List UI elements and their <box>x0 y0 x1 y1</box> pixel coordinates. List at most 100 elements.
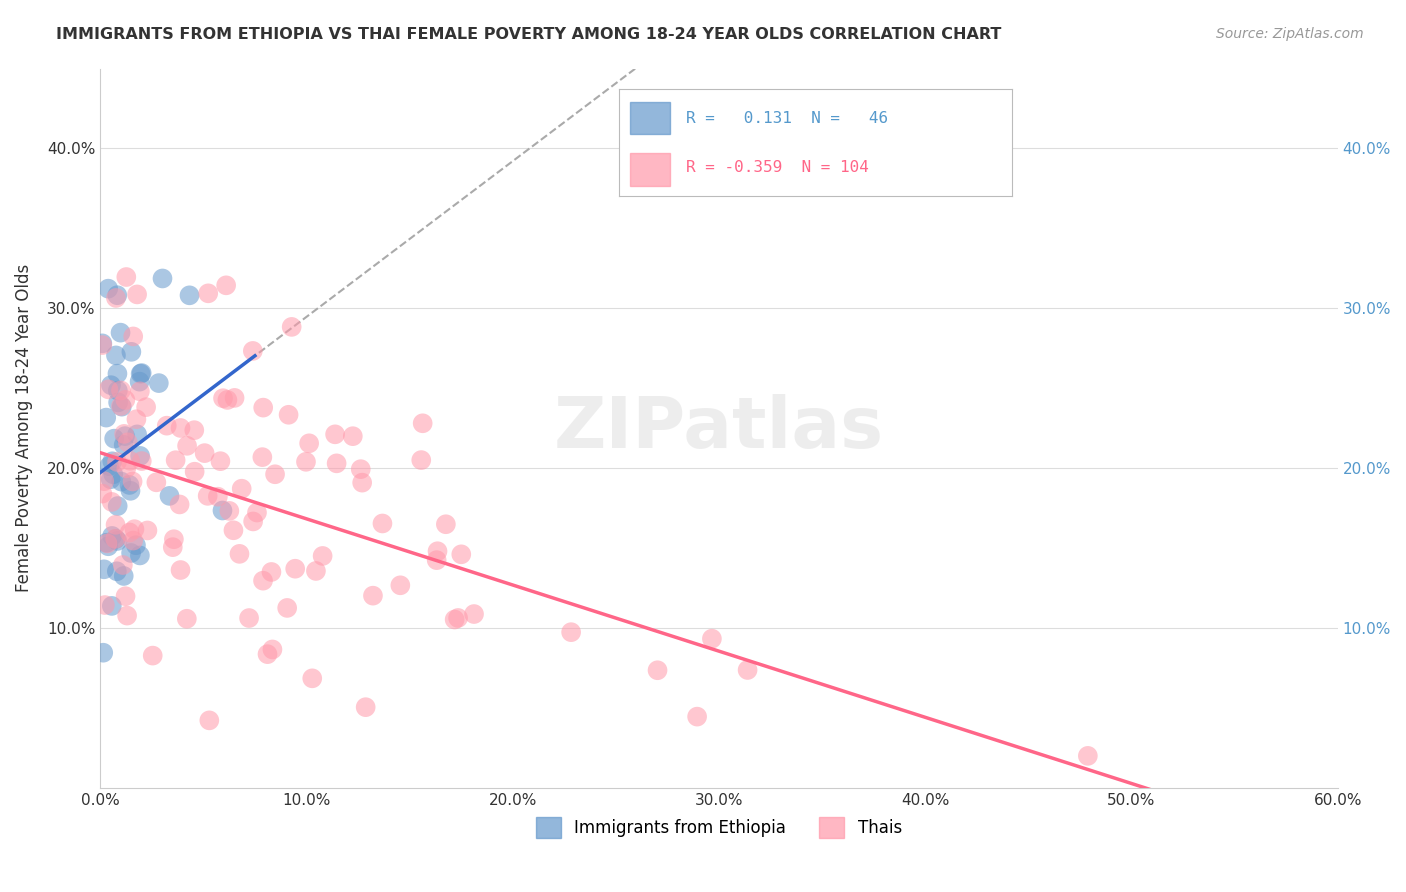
Immigrants from Ethiopia <box>96 410 118 425</box>
Thais <box>262 642 284 657</box>
Immigrants from Ethiopia <box>97 282 120 296</box>
Immigrants from Ethiopia <box>111 400 134 414</box>
Immigrants from Ethiopia <box>107 499 129 513</box>
Thais <box>169 498 191 512</box>
Thais <box>176 439 198 453</box>
Thais <box>252 450 274 464</box>
Thais <box>276 601 298 615</box>
Immigrants from Ethiopia <box>100 472 122 486</box>
Immigrants from Ethiopia <box>120 344 142 359</box>
Immigrants from Ethiopia <box>159 489 181 503</box>
Thais <box>298 436 321 450</box>
Y-axis label: Female Poverty Among 18-24 Year Olds: Female Poverty Among 18-24 Year Olds <box>15 264 32 592</box>
Immigrants from Ethiopia <box>105 288 128 302</box>
Thais <box>169 563 191 577</box>
Thais <box>301 671 323 685</box>
Thais <box>142 648 165 663</box>
Immigrants from Ethiopia <box>100 378 122 392</box>
Thais <box>128 384 150 399</box>
Immigrants from Ethiopia <box>125 538 148 552</box>
Thais <box>122 329 145 343</box>
Thais <box>224 391 246 405</box>
Immigrants from Ethiopia <box>118 478 141 492</box>
Thais <box>218 504 240 518</box>
Thais <box>198 714 221 728</box>
Thais <box>411 453 433 467</box>
Thais <box>115 270 138 285</box>
Thais <box>104 517 127 532</box>
Immigrants from Ethiopia <box>129 449 152 463</box>
Thais <box>260 565 283 579</box>
Thais <box>110 384 132 398</box>
Thais <box>463 607 485 621</box>
Thais <box>118 525 141 540</box>
Legend: Immigrants from Ethiopia, Thais: Immigrants from Ethiopia, Thais <box>529 811 908 844</box>
Thais <box>127 287 149 301</box>
Thais <box>120 454 142 468</box>
Immigrants from Ethiopia <box>103 467 125 482</box>
Immigrants from Ethiopia <box>93 562 115 576</box>
Thais <box>311 549 333 563</box>
Thais <box>110 399 132 413</box>
Bar <box>630 102 669 134</box>
Thais <box>647 663 669 677</box>
Thais <box>93 474 115 488</box>
Thais <box>231 482 253 496</box>
Thais <box>209 454 232 468</box>
Immigrants from Ethiopia <box>101 599 124 613</box>
Thais <box>342 429 364 443</box>
Thais <box>135 400 157 414</box>
Thais <box>238 611 260 625</box>
Thais <box>197 286 219 301</box>
Immigrants from Ethiopia <box>112 438 135 452</box>
Thais <box>96 536 118 550</box>
Thais <box>389 578 412 592</box>
Thais <box>252 574 274 588</box>
Thais <box>145 475 167 490</box>
Text: R = -0.359  N = 104: R = -0.359 N = 104 <box>686 160 869 175</box>
Thais <box>1077 748 1099 763</box>
Thais <box>136 524 159 538</box>
Immigrants from Ethiopia <box>110 326 132 340</box>
Immigrants from Ethiopia <box>120 483 142 498</box>
Thais <box>434 517 457 532</box>
Immigrants from Ethiopia <box>131 366 153 380</box>
Thais <box>447 611 470 625</box>
Thais <box>450 547 472 561</box>
Thais <box>242 343 264 358</box>
Thais <box>560 625 582 640</box>
Thais <box>371 516 394 531</box>
Thais <box>426 553 449 567</box>
Thais <box>215 278 238 293</box>
Thais <box>252 401 274 415</box>
Thais <box>412 417 434 431</box>
Immigrants from Ethiopia <box>98 459 121 474</box>
Immigrants from Ethiopia <box>107 384 129 398</box>
Immigrants from Ethiopia <box>107 533 129 548</box>
Thais <box>94 598 117 612</box>
Thais <box>124 522 146 536</box>
Thais <box>277 408 299 422</box>
Thais <box>162 540 184 554</box>
Thais <box>121 475 143 489</box>
Thais <box>104 291 127 305</box>
Thais <box>117 435 139 450</box>
Thais <box>91 338 114 352</box>
Thais <box>222 523 245 537</box>
Immigrants from Ethiopia <box>179 288 201 302</box>
Thais <box>100 495 122 509</box>
Immigrants from Ethiopia <box>96 535 118 549</box>
Thais <box>176 612 198 626</box>
Thais <box>350 462 373 476</box>
Thais <box>325 456 347 470</box>
Thais <box>91 486 114 500</box>
Thais <box>197 489 219 503</box>
Thais <box>280 319 302 334</box>
Thais <box>284 562 307 576</box>
Thais <box>163 533 186 547</box>
Thais <box>183 423 205 437</box>
Immigrants from Ethiopia <box>128 375 150 389</box>
Thais <box>125 412 148 426</box>
Immigrants from Ethiopia <box>211 503 233 517</box>
Text: IMMIGRANTS FROM ETHIOPIA VS THAI FEMALE POVERTY AMONG 18-24 YEAR OLDS CORRELATIO: IMMIGRANTS FROM ETHIOPIA VS THAI FEMALE … <box>56 27 1001 42</box>
